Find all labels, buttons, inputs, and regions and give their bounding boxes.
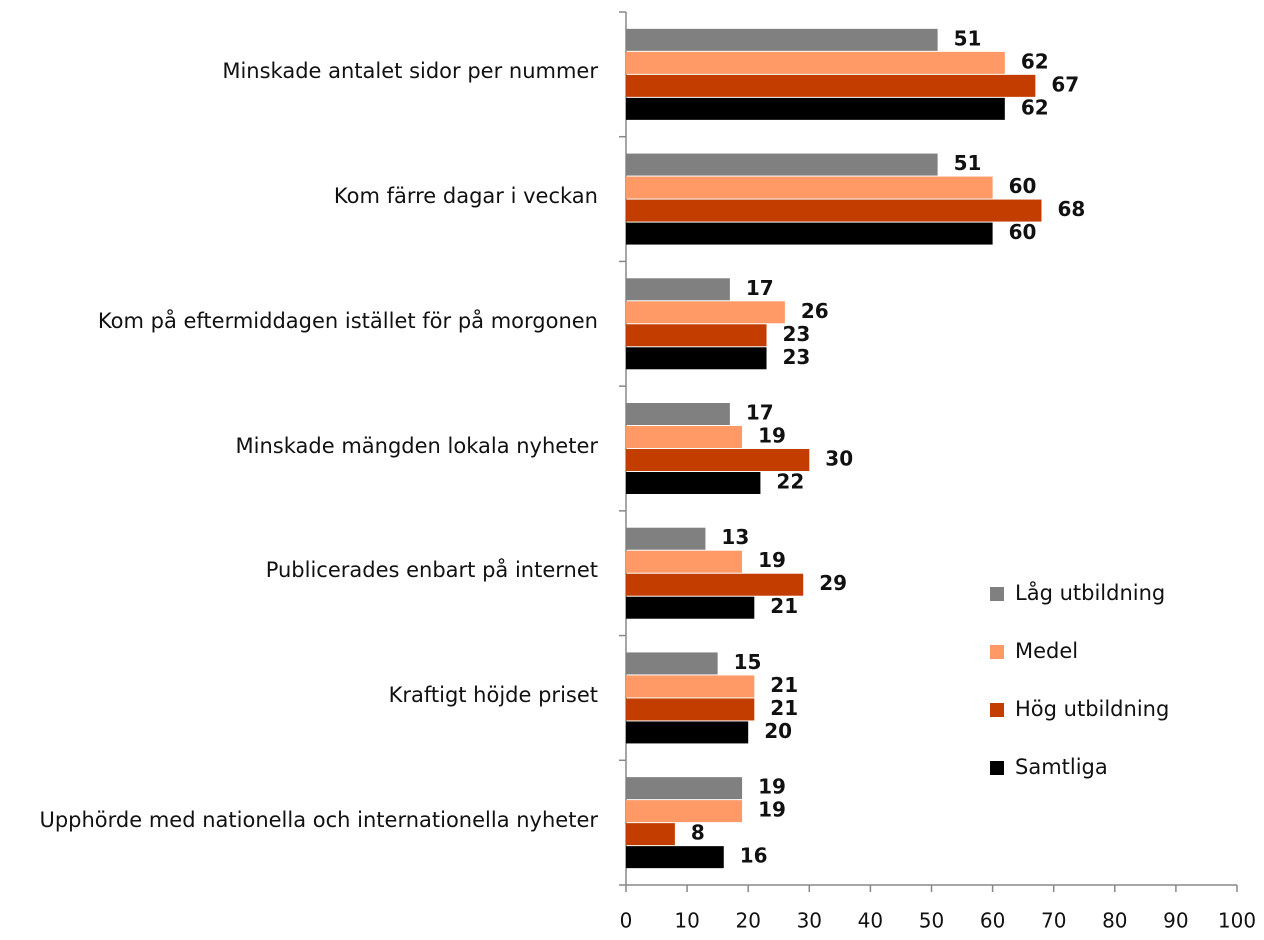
bar xyxy=(626,573,804,596)
legend-label: Hög utbildning xyxy=(1015,697,1169,721)
value-label: 23 xyxy=(783,322,811,346)
category-label: Upphörde med nationella och internatione… xyxy=(39,807,598,832)
value-label: 17 xyxy=(746,276,774,300)
bar xyxy=(626,324,767,347)
category-label-wrap: Kom på eftermiddagen istället för på mor… xyxy=(98,304,598,338)
bar xyxy=(626,777,743,800)
category-label: Publicerades enbart på internet xyxy=(265,558,598,583)
bar xyxy=(626,652,718,675)
bar xyxy=(626,403,730,425)
x-tick-label: 10 xyxy=(674,909,699,933)
value-label: 68 xyxy=(1057,197,1085,221)
category-label: Minskade antalet sidor per nummer xyxy=(222,59,598,84)
value-label: 21 xyxy=(770,594,798,618)
value-label: 60 xyxy=(1009,174,1037,198)
x-tick-label: 80 xyxy=(1102,909,1127,933)
value-label: 19 xyxy=(758,798,786,822)
category-label-wrap: Kom färre dagar i veckan xyxy=(334,179,598,213)
category-label-wrap: Kraftigt höjde priset xyxy=(389,678,598,712)
bar xyxy=(626,449,810,471)
x-tick-label: 60 xyxy=(980,909,1005,933)
legend-swatch xyxy=(990,703,1004,717)
value-label: 30 xyxy=(825,447,853,471)
x-tick-label: 30 xyxy=(797,909,822,933)
legend-label: Låg utbildning xyxy=(1015,580,1165,605)
bar xyxy=(626,74,1036,97)
bar xyxy=(626,596,755,619)
bar xyxy=(626,800,743,823)
legend-swatch xyxy=(990,761,1004,775)
x-tick-label: 20 xyxy=(735,909,760,933)
value-label: 51 xyxy=(954,26,982,50)
bar xyxy=(626,698,755,721)
bar xyxy=(626,426,743,448)
category-label: Minskade mängden lokala nyheter xyxy=(235,433,598,458)
value-label: 8 xyxy=(691,821,705,845)
value-label: 62 xyxy=(1021,95,1049,119)
value-label: 22 xyxy=(776,470,804,494)
bar xyxy=(626,222,993,245)
x-tick-label: 40 xyxy=(858,909,883,933)
bar xyxy=(626,153,938,176)
bar xyxy=(626,675,755,698)
value-label: 16 xyxy=(740,844,768,868)
value-label: 15 xyxy=(734,650,762,674)
bar xyxy=(626,278,730,301)
x-tick-label: 50 xyxy=(919,909,944,933)
category-label: Kom på eftermiddagen istället för på mor… xyxy=(97,308,598,333)
bar xyxy=(626,28,938,51)
value-label: 23 xyxy=(783,345,811,369)
legend-swatch xyxy=(990,587,1004,601)
bar xyxy=(626,301,785,324)
bar xyxy=(626,199,1042,222)
bar xyxy=(626,51,1005,74)
value-label: 21 xyxy=(770,696,798,720)
bar xyxy=(626,472,761,494)
category-label: Kom färre dagar i veckan xyxy=(333,184,598,209)
value-label: 29 xyxy=(819,571,847,595)
bar xyxy=(626,823,675,846)
value-label: 62 xyxy=(1021,49,1049,73)
x-tick-label: 70 xyxy=(1041,909,1066,933)
x-tick-label: 100 xyxy=(1218,909,1256,933)
x-tick-label: 0 xyxy=(620,909,633,933)
bar xyxy=(626,721,749,744)
category-label-wrap: Publicerades enbart på internet xyxy=(266,553,598,587)
category-label: Kraftigt höjde priset xyxy=(388,682,598,707)
value-label: 51 xyxy=(954,151,982,175)
value-label: 19 xyxy=(758,548,786,572)
legend-label: Samtliga xyxy=(1015,755,1108,779)
category-label-wrap: Upphörde med nationella och internatione… xyxy=(39,803,598,837)
bar xyxy=(626,347,767,370)
bar xyxy=(626,550,743,573)
value-label: 67 xyxy=(1051,72,1079,96)
value-label: 26 xyxy=(801,299,829,323)
value-label: 19 xyxy=(758,424,786,448)
category-label-wrap: Minskade mängden lokala nyheter xyxy=(236,429,598,463)
value-label: 19 xyxy=(758,775,786,799)
value-label: 60 xyxy=(1009,220,1037,244)
bar xyxy=(626,176,993,199)
value-label: 20 xyxy=(764,719,792,743)
bar xyxy=(626,97,1005,120)
x-tick-label: 90 xyxy=(1163,909,1188,933)
bar xyxy=(626,846,724,869)
value-label: 21 xyxy=(770,673,798,697)
category-label-wrap: Minskade antalet sidor per nummer xyxy=(222,54,598,88)
legend-label: Medel xyxy=(1015,639,1078,663)
value-label: 13 xyxy=(721,525,749,549)
bar xyxy=(626,527,706,550)
legend-swatch xyxy=(990,645,1004,659)
value-label: 17 xyxy=(746,401,774,425)
